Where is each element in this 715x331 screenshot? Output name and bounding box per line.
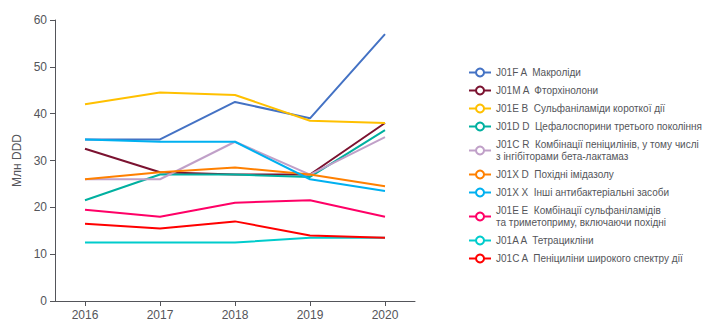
svg-text:J01M A Фторхінолони: J01M A Фторхінолони [496,85,598,96]
svg-text:J01X D Похідні імідазолу: J01X D Похідні імідазолу [496,169,614,180]
svg-text:J01D D Цефалоспорини третього: J01D D Цефалоспорини третього покоління [496,121,702,132]
svg-text:J01A A Тетрацикліни: J01A A Тетрацикліни [496,235,594,246]
svg-text:2016: 2016 [72,308,99,322]
svg-text:30: 30 [34,154,48,168]
svg-text:2018: 2018 [222,308,249,322]
svg-text:2019: 2019 [297,308,324,322]
svg-text:та триметоприму, включаючи пох: та триметоприму, включаючи похідні [496,217,666,228]
svg-text:J01F A Макроліди: J01F A Макроліди [496,67,581,78]
svg-text:2020: 2020 [372,308,399,322]
svg-text:J01C R Комбінації пеніцилінів: J01C R Комбінації пеніцилінів, у тому чи… [496,139,699,150]
svg-text:0: 0 [40,294,47,308]
svg-text:2017: 2017 [147,308,174,322]
svg-text:J01X X Інші антибактеріальні: J01X X Інші антибактеріальні засоби [496,187,669,198]
svg-text:50: 50 [34,60,48,74]
svg-text:з інгібіторами бета-лактамаз: з інгібіторами бета-лактамаз [496,151,629,162]
svg-text:20: 20 [34,200,48,214]
svg-text:J01E B Сульфаніламіди коротко: J01E B Сульфаніламіди короткої дії [496,103,665,114]
svg-text:40: 40 [34,107,48,121]
svg-text:J01E E Комбінації сульфанілам: J01E E Комбінації сульфаніламідів [496,205,661,216]
svg-text:J01C A Пеніциліни широкого сп: J01C A Пеніциліни широкого спектру дії [496,253,683,264]
svg-text:10: 10 [34,247,48,261]
svg-text:Млн DDD: Млн DDD [10,134,24,187]
svg-text:60: 60 [34,13,48,27]
